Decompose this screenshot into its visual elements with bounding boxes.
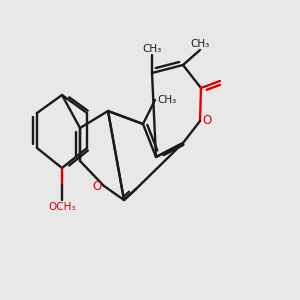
Text: CH₃: CH₃ (190, 39, 210, 49)
Text: OCH₃: OCH₃ (48, 202, 76, 212)
Text: CH₃: CH₃ (157, 95, 176, 105)
Text: CH₃: CH₃ (142, 44, 162, 54)
Text: O: O (93, 179, 102, 193)
Text: O: O (202, 115, 211, 128)
